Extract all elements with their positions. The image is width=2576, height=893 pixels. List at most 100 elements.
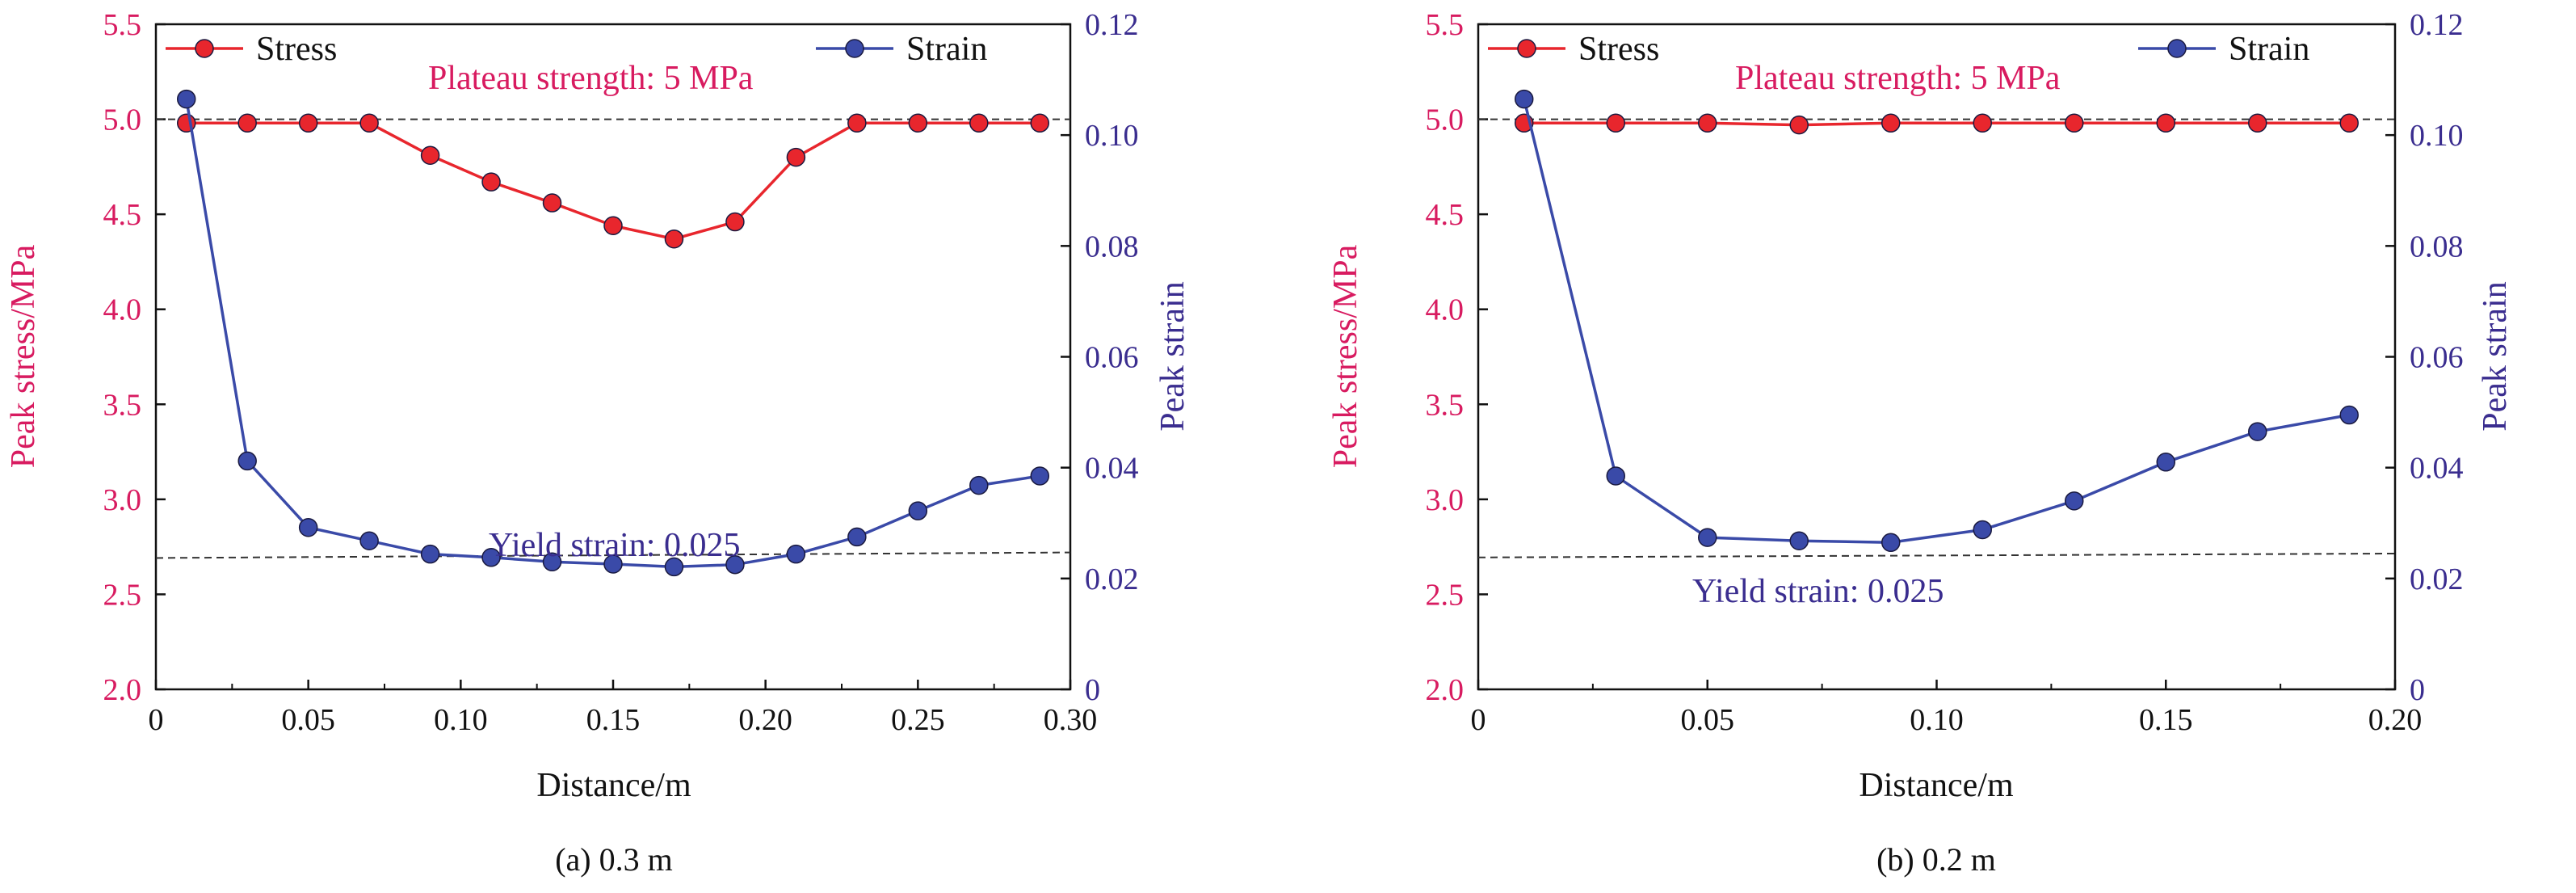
y-right-tick-label: 0.06 bbox=[1085, 341, 1139, 375]
yield-annotation: Yield strain: 0.025 bbox=[1692, 573, 1944, 610]
strain-point bbox=[847, 527, 867, 547]
strain-point bbox=[237, 451, 257, 471]
stress-point bbox=[2156, 113, 2175, 133]
y-left-tick-label: 2.5 bbox=[1426, 578, 1464, 612]
strain-point bbox=[725, 554, 745, 575]
y-right-tick-label: 0.12 bbox=[2410, 8, 2464, 42]
stress-point bbox=[847, 113, 867, 133]
y-left-axis-label: Peak stress/MPa bbox=[1327, 244, 1364, 468]
strain-point bbox=[359, 531, 379, 550]
y-right-tick-label: 0.04 bbox=[2410, 452, 2464, 486]
y-left-tick-label: 5.5 bbox=[103, 8, 142, 42]
strain-point bbox=[1515, 89, 1534, 109]
x-tick-label: 0.20 bbox=[738, 703, 792, 737]
yield-annotation: Yield strain: 0.025 bbox=[489, 527, 740, 564]
stress-point bbox=[420, 145, 440, 165]
y-right-tick-label: 0.06 bbox=[2410, 341, 2464, 375]
strain-point bbox=[664, 557, 684, 577]
y-left-tick-label: 4.5 bbox=[103, 198, 142, 232]
stress-point bbox=[2248, 113, 2267, 133]
x-tick-label: 0.05 bbox=[1681, 703, 1735, 737]
stress-point bbox=[1698, 113, 1717, 133]
x-tick-label: 0.20 bbox=[2368, 703, 2423, 737]
strain-point bbox=[908, 501, 928, 520]
y-left-tick-label: 2.0 bbox=[103, 673, 142, 707]
strain-point bbox=[2065, 491, 2084, 511]
plateau-annotation: Plateau strength: 5 MPa bbox=[428, 60, 754, 97]
stress-point bbox=[1606, 113, 1625, 133]
strain-point bbox=[542, 552, 562, 572]
panel-caption: (a) 0.3 m bbox=[555, 841, 673, 878]
strain-point bbox=[420, 544, 440, 564]
stress-point bbox=[786, 147, 806, 167]
strain-point bbox=[1606, 466, 1625, 486]
stress-point bbox=[2339, 113, 2359, 133]
x-axis-label: Distance/m bbox=[1859, 767, 2014, 804]
x-tick-label: 0.10 bbox=[1910, 703, 1964, 737]
strain-series-line bbox=[1523, 99, 2350, 545]
panel-b: 0 0.05 0.10 0.15 0.20 2.0 2.5 3.0 3.5 4.0 4.5 5.0 5.… bbox=[1327, 8, 2514, 878]
stress-point bbox=[664, 229, 684, 249]
y-left-tick-label: 3.5 bbox=[1426, 388, 1464, 422]
stress-point bbox=[1789, 115, 1809, 135]
strain-point bbox=[1881, 533, 1901, 553]
strain-point bbox=[1030, 466, 1050, 486]
stress-series-line bbox=[1523, 121, 2350, 127]
y-left-axis-label: Peak stress/MPa bbox=[5, 244, 42, 468]
x-tick-label: 0.30 bbox=[1044, 703, 1098, 737]
y-left-tick-label: 5.0 bbox=[1426, 103, 1464, 137]
strain-point bbox=[2156, 453, 2175, 472]
strain-point bbox=[1698, 528, 1717, 547]
panel-caption: (b) 0.2 m bbox=[1876, 841, 1996, 878]
x-tick-label: 0.10 bbox=[434, 703, 488, 737]
stress-point bbox=[298, 113, 318, 133]
stress-point bbox=[1881, 113, 1901, 133]
y-left-tick-label: 2.0 bbox=[1426, 673, 1464, 707]
stress-point bbox=[237, 113, 257, 133]
stress-point bbox=[969, 113, 989, 133]
legend-stress-label: Stress bbox=[256, 31, 337, 68]
stress-point bbox=[908, 113, 928, 133]
strain-point bbox=[786, 544, 806, 564]
legend-strain-label: Strain bbox=[906, 31, 987, 68]
x-tick-label: 0.15 bbox=[586, 703, 641, 737]
strain-point bbox=[1789, 531, 1809, 550]
stress-point bbox=[359, 113, 379, 133]
y-left-tick-label: 3.5 bbox=[103, 388, 142, 422]
y-right-axis-label: Peak strain bbox=[2477, 281, 2514, 431]
strain-point bbox=[969, 475, 989, 495]
legend-strain-label: Strain bbox=[2229, 31, 2309, 68]
y-right-tick-label: 0.08 bbox=[1085, 230, 1139, 263]
strain-point bbox=[603, 554, 623, 574]
strain-point bbox=[481, 548, 501, 567]
legend-stress-label: Stress bbox=[1578, 31, 1659, 68]
strain-point bbox=[176, 89, 196, 109]
stress-point bbox=[603, 216, 623, 236]
y-left-tick-label: 5.0 bbox=[103, 103, 142, 137]
x-tick-label: 0.05 bbox=[281, 703, 335, 737]
legend-strain-marker bbox=[845, 39, 864, 58]
y-left-tick-label: 4.0 bbox=[103, 293, 142, 327]
y-right-tick-label: 0 bbox=[2410, 673, 2425, 707]
plateau-annotation: Plateau strength: 5 MPa bbox=[1735, 60, 2061, 97]
x-tick-label: 0 bbox=[1471, 703, 1486, 737]
stress-point bbox=[1973, 113, 1992, 133]
strain-point bbox=[2339, 405, 2359, 425]
y-right-tick-label: 0.08 bbox=[2410, 230, 2464, 263]
y-right-tick-label: 0.12 bbox=[1085, 8, 1139, 42]
stress-point bbox=[481, 172, 501, 192]
x-tick-label: 0.25 bbox=[891, 703, 945, 737]
y-left-tick-label: 3.0 bbox=[103, 483, 142, 517]
strain-series-line bbox=[185, 99, 1040, 569]
x-axis-label: Distance/m bbox=[536, 767, 691, 804]
y-right-tick-label: 0.10 bbox=[1085, 119, 1139, 153]
y-right-tick-label: 0.02 bbox=[2410, 562, 2464, 596]
y-right-tick-label: 0.10 bbox=[2410, 119, 2464, 153]
y-left-tick-label: 5.5 bbox=[1426, 8, 1464, 42]
strain-point bbox=[298, 517, 318, 537]
y-left-tick-label: 4.5 bbox=[1426, 198, 1464, 232]
stress-point bbox=[542, 193, 562, 213]
strain-point bbox=[1973, 520, 1992, 540]
y-left-tick-label: 3.0 bbox=[1426, 483, 1464, 517]
stress-point bbox=[2065, 113, 2084, 133]
